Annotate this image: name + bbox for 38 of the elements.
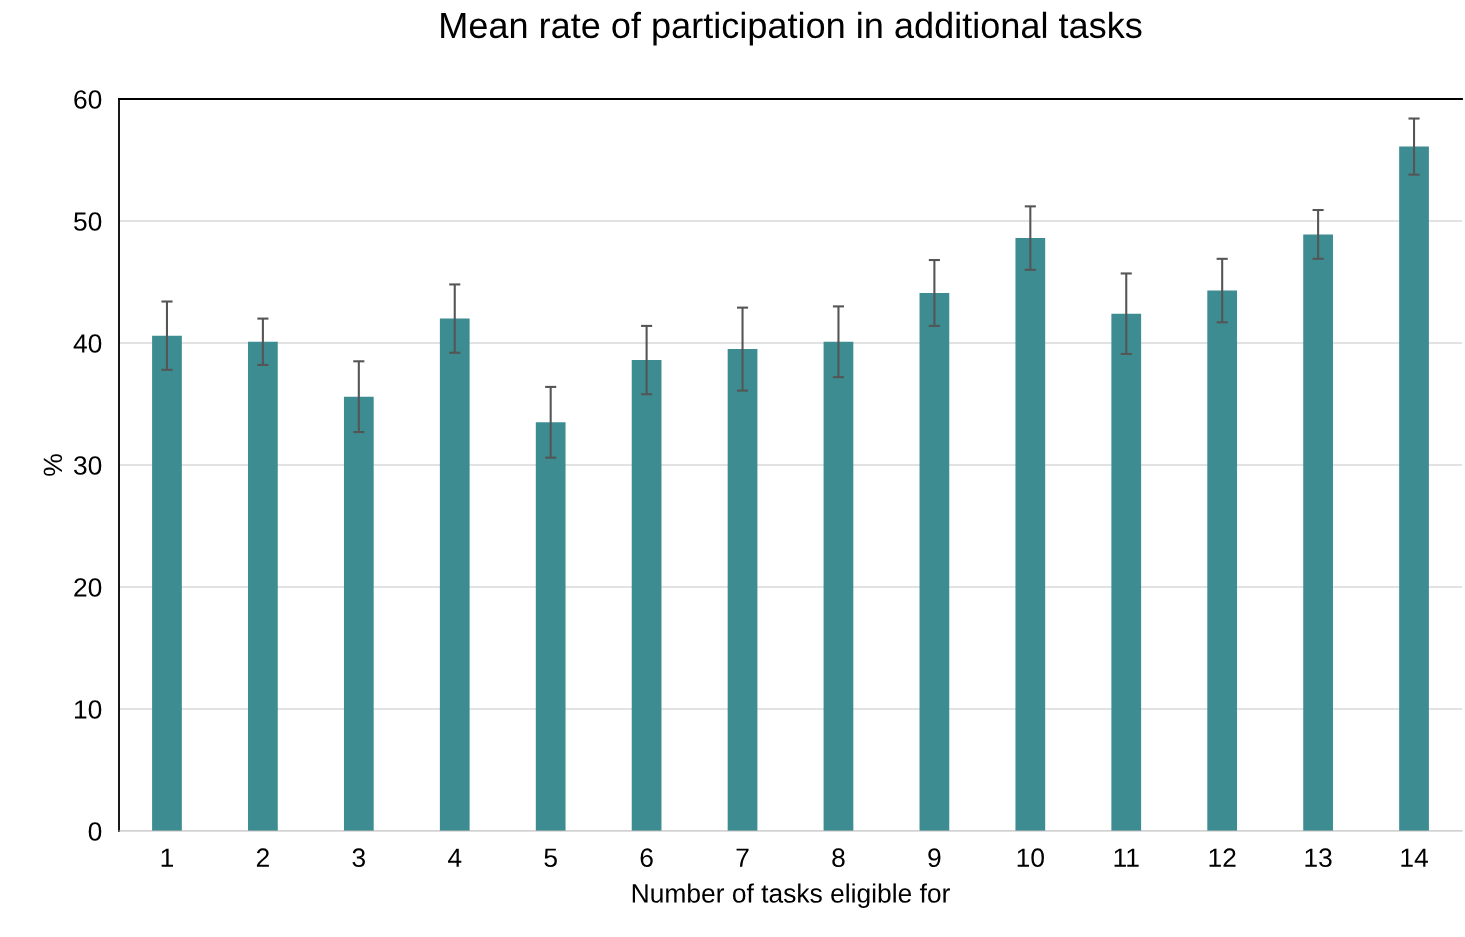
x-tick-label: 12	[1209, 848, 1236, 867]
x-tick-label: 14	[1401, 848, 1428, 867]
x-tick-label: 6	[640, 848, 653, 868]
bar	[727, 349, 758, 831]
y-tick-label: 0	[88, 822, 102, 841]
y-tick-label: 40	[73, 334, 102, 353]
x-tick-label: 8	[832, 848, 845, 868]
bar	[1207, 290, 1238, 831]
bar	[152, 335, 182, 831]
bar	[1399, 146, 1429, 831]
bar	[823, 341, 854, 831]
bar	[343, 396, 374, 831]
bar	[1015, 238, 1046, 831]
y-tick-label: 60	[74, 90, 102, 109]
bar	[1303, 234, 1333, 831]
y-tick-label: 50	[74, 212, 102, 231]
bar	[248, 341, 278, 831]
x-tick-label: 5	[544, 848, 557, 868]
x-tick-label: 1	[161, 848, 174, 867]
bar	[439, 318, 470, 831]
bar	[631, 360, 662, 831]
x-tick-label: 7	[736, 848, 749, 867]
x-tick-label: 11	[1114, 848, 1139, 867]
y-axis-title: %	[43, 454, 63, 476]
bar	[919, 292, 950, 831]
y-tick-label: 20	[74, 578, 102, 597]
x-tick-label: 4	[448, 848, 462, 867]
x-tick-label: 9	[928, 848, 941, 868]
x-tick-label: 13	[1305, 848, 1332, 868]
y-tick-label: 10	[75, 700, 102, 719]
y-tick-label: 30	[73, 456, 102, 475]
bar	[535, 422, 566, 831]
x-tick-label: 10	[1017, 848, 1044, 868]
x-tick-label: 2	[256, 848, 269, 867]
x-tick-label: 3	[352, 848, 365, 868]
bar	[1111, 313, 1142, 831]
chart-title: Mean rate of participation in additional tasks	[441, 11, 1142, 46]
x-axis-title: Number of tasks eligible for	[632, 883, 950, 908]
